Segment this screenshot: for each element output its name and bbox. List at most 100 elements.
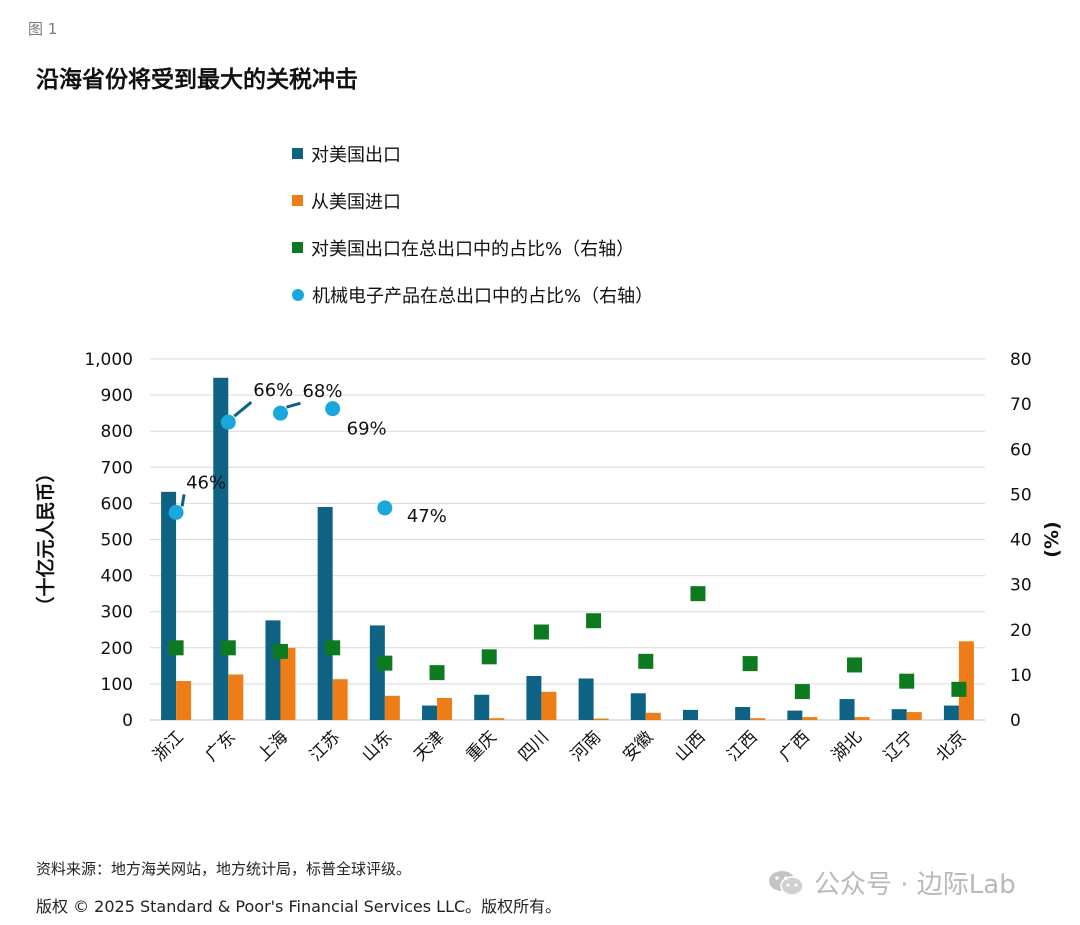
bar-us-exports bbox=[213, 377, 229, 720]
x-tick-label: 广东 bbox=[202, 727, 240, 765]
x-tick-label: 北京 bbox=[932, 727, 970, 765]
bar-us-imports bbox=[489, 718, 505, 720]
y-tick-label: 900 bbox=[101, 386, 133, 406]
bar-us-imports bbox=[332, 679, 348, 720]
x-tick-label: 浙江 bbox=[149, 727, 187, 765]
bar-us-imports bbox=[280, 647, 296, 720]
bar-us-imports bbox=[854, 717, 870, 720]
y-tick-label: 1,000 bbox=[84, 350, 133, 370]
x-tick-label: 河南 bbox=[567, 727, 605, 765]
x-tick-label: 山西 bbox=[671, 727, 709, 765]
marker-electronics-share bbox=[325, 401, 341, 417]
bar-us-imports bbox=[541, 691, 557, 720]
y2-tick-label: 30 bbox=[1010, 576, 1032, 596]
y-tick-label: 0 bbox=[122, 711, 133, 731]
marker-electronics-share bbox=[377, 500, 393, 516]
data-label: 66% bbox=[253, 380, 293, 401]
x-tick-label: 江苏 bbox=[306, 727, 344, 765]
y-axis-title: （十亿元人民币） bbox=[34, 463, 57, 615]
bar-us-exports bbox=[265, 620, 281, 720]
bar-us-exports bbox=[578, 678, 594, 720]
bar-us-imports bbox=[645, 712, 661, 720]
x-tick-label: 重庆 bbox=[463, 727, 501, 765]
watermark-text: 公众号 · 边际Lab bbox=[814, 870, 1016, 900]
y2-tick-label: 0 bbox=[1010, 711, 1021, 731]
bar-us-imports bbox=[384, 695, 400, 720]
y2-tick-label: 60 bbox=[1010, 440, 1032, 460]
marker-us-export-share bbox=[638, 653, 654, 669]
marker-us-export-share bbox=[533, 624, 549, 640]
legend-swatch-us-export-share bbox=[292, 242, 303, 253]
legend-item-us-exports: 对美国出口 bbox=[292, 130, 653, 177]
legend-label-us-imports: 从美国进口 bbox=[311, 191, 401, 213]
bar-us-exports bbox=[943, 705, 959, 720]
marker-us-export-share bbox=[481, 649, 497, 665]
legend-label-us-exports: 对美国出口 bbox=[311, 144, 401, 166]
chart-legend: 对美国出口 从美国进口 对美国出口在总出口中的占比%（右轴） 机械电子产品在总出… bbox=[292, 130, 653, 318]
bar-us-exports bbox=[682, 709, 698, 720]
y2-tick-label: 80 bbox=[1010, 350, 1032, 370]
legend-item-electronics-share: 机械电子产品在总出口中的占比%（右轴） bbox=[292, 271, 653, 318]
y-tick-label: 400 bbox=[101, 567, 133, 587]
source-note: 资料来源：地方海关网站，地方统计局，标普全球评级。 bbox=[36, 860, 412, 878]
marker-us-export-share bbox=[794, 684, 810, 700]
bar-us-imports bbox=[176, 681, 192, 720]
data-label: 47% bbox=[407, 506, 447, 527]
y-tick-label: 600 bbox=[101, 494, 133, 514]
marker-us-export-share bbox=[272, 643, 288, 659]
combo-chart: 0 100 200 300 400 500 600 700 800 900 1,000 0 10 20 30… bbox=[34, 350, 1063, 766]
x-tick-label: 湖北 bbox=[828, 727, 866, 765]
marker-electronics-share bbox=[220, 414, 236, 430]
y-tick-label: 100 bbox=[101, 675, 133, 695]
marker-us-export-share bbox=[325, 640, 341, 656]
bar-us-exports bbox=[839, 699, 855, 720]
x-tick-label: 天津 bbox=[410, 727, 448, 765]
y2-tick-label: 50 bbox=[1010, 485, 1032, 505]
legend-item-us-imports: 从美国进口 bbox=[292, 177, 653, 224]
bar-us-exports bbox=[369, 625, 385, 720]
x-tick-label: 江西 bbox=[724, 727, 762, 765]
bar-us-exports bbox=[422, 705, 438, 720]
chart-title: 沿海省份将受到最大的关税冲击 bbox=[36, 67, 358, 93]
legend-swatch-electronics-share bbox=[292, 288, 304, 301]
bar-us-imports bbox=[593, 718, 609, 720]
bar-us-exports bbox=[735, 707, 751, 720]
bar-us-imports bbox=[906, 712, 922, 720]
marker-electronics-share bbox=[168, 504, 184, 520]
bar-us-exports bbox=[526, 675, 542, 720]
y2-tick-label: 10 bbox=[1010, 666, 1032, 686]
marker-electronics-share bbox=[272, 405, 288, 421]
bar-us-exports bbox=[630, 693, 646, 720]
legend-label-us-export-share: 对美国出口在总出口中的占比%（右轴） bbox=[311, 238, 635, 260]
marker-us-export-share bbox=[951, 681, 967, 697]
x-tick-label: 上海 bbox=[254, 727, 292, 765]
marker-us-export-share bbox=[690, 586, 706, 602]
legend-item-us-export-share: 对美国出口在总出口中的占比%（右轴） bbox=[292, 224, 653, 271]
bar-us-imports bbox=[437, 697, 453, 720]
x-tick-label: 山东 bbox=[358, 727, 396, 765]
legend-swatch-us-exports bbox=[292, 148, 303, 159]
x-tick-label: 四川 bbox=[515, 727, 553, 765]
bar-us-exports bbox=[161, 491, 177, 720]
y-tick-label: 300 bbox=[101, 603, 133, 623]
bar-us-exports bbox=[891, 709, 907, 720]
bar-us-exports bbox=[474, 694, 490, 720]
bar-us-imports bbox=[228, 674, 244, 720]
marker-us-export-share bbox=[377, 655, 393, 671]
bar-us-imports bbox=[750, 718, 766, 720]
bar-us-imports bbox=[958, 641, 974, 720]
marker-us-export-share bbox=[742, 656, 758, 672]
y-tick-label: 800 bbox=[101, 422, 133, 442]
bar-us-exports bbox=[787, 710, 803, 720]
figure-label: 图 1 bbox=[28, 20, 58, 38]
watermark: 公众号 · 边际Lab bbox=[768, 864, 1016, 901]
data-label: 46% bbox=[186, 472, 226, 493]
wechat-icon bbox=[768, 869, 804, 897]
bar-us-exports bbox=[317, 507, 333, 720]
marker-us-export-share bbox=[168, 640, 184, 656]
data-label-leader bbox=[233, 401, 253, 418]
y-tick-label: 700 bbox=[101, 458, 133, 478]
marker-us-export-share bbox=[429, 665, 445, 681]
y-tick-label: 500 bbox=[101, 531, 133, 551]
y2-axis-title: (%) bbox=[1041, 521, 1063, 557]
